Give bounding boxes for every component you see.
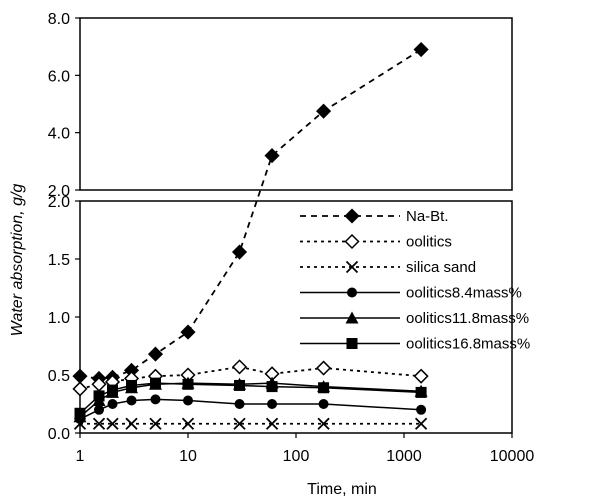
upper-panel-frame <box>79 17 513 191</box>
data-point <box>92 417 106 430</box>
data-point <box>72 368 88 384</box>
x-axis-title: Time, min <box>307 481 377 498</box>
data-point <box>234 399 245 409</box>
x-marker-stroke <box>317 417 330 430</box>
data-point <box>231 359 248 375</box>
y-tick-label: 8.0 <box>48 11 70 28</box>
legend-label: oolitics8.4mass% <box>406 285 522 302</box>
data-point <box>416 404 427 415</box>
y-tick-label: 6.0 <box>48 68 70 85</box>
data-point <box>316 103 332 119</box>
data-point <box>233 417 246 430</box>
data-point <box>107 384 119 396</box>
series-line <box>79 382 422 414</box>
y-tick-label: 2.0 <box>48 183 70 200</box>
series-line <box>79 365 422 390</box>
data-point <box>106 417 119 430</box>
axis-ticks: 8.0 6.0 4.0 2.02.0 1.5 1.0 0.5 0.0 1 10 100 1000 100… <box>48 11 535 465</box>
y-tick-label: 1.0 <box>48 310 70 327</box>
series-line <box>79 398 422 420</box>
data-point <box>317 417 330 430</box>
data-point <box>126 395 137 406</box>
data-point <box>318 382 330 394</box>
x-tick-label: 100 <box>283 448 310 465</box>
data-point <box>413 41 429 58</box>
legend: Na-Bt. oolitics silica sand oolitics8.4mass… <box>300 208 530 353</box>
data-point <box>267 399 278 409</box>
legend-marker <box>347 287 357 298</box>
data-point <box>265 417 279 430</box>
data-point <box>182 378 194 390</box>
data-point <box>125 417 138 430</box>
data-point <box>180 324 196 340</box>
x-marker-stroke <box>265 417 279 430</box>
legend-marker <box>346 338 358 349</box>
x-marker-stroke <box>125 417 138 430</box>
series-oolitics8-4mass- <box>75 394 427 425</box>
data-point <box>413 368 429 384</box>
data-point <box>183 395 193 406</box>
series-na-bt- <box>72 41 429 387</box>
data-point <box>318 399 329 409</box>
x-marker-stroke <box>92 417 106 430</box>
data-point <box>231 244 248 260</box>
legend-label: oolitics <box>406 234 452 251</box>
data-point <box>316 360 332 376</box>
data-point <box>74 407 86 419</box>
data-point <box>93 390 105 402</box>
data-point <box>414 417 428 430</box>
data-point <box>147 346 164 362</box>
data-point <box>264 148 280 164</box>
data-point <box>150 394 161 405</box>
x-tick-label: 1000 <box>386 448 422 465</box>
y-axis-title: Water absorption, g/g <box>9 184 26 337</box>
data-point <box>181 417 195 430</box>
data-point <box>72 381 88 397</box>
x-marker-stroke <box>414 417 428 430</box>
x-marker-stroke <box>181 417 195 430</box>
legend-label: silica sand <box>406 259 476 276</box>
legend-marker <box>344 208 360 224</box>
series-layer <box>72 41 429 430</box>
x-marker-stroke <box>149 417 162 430</box>
data-point <box>126 379 138 391</box>
x-marker-stroke <box>345 260 359 274</box>
y-tick-label: 1.5 <box>48 252 70 269</box>
data-point <box>415 386 427 398</box>
series-oolitics16-8mass- <box>74 377 427 419</box>
data-point <box>107 399 118 409</box>
data-point <box>94 404 105 415</box>
x-marker-stroke <box>233 417 246 430</box>
legend-marker <box>345 260 359 274</box>
legend-marker <box>344 233 360 250</box>
x-marker-stroke <box>106 417 119 430</box>
y-tick-label: 0.5 <box>48 368 70 385</box>
x-tick-label: 1 <box>76 448 85 465</box>
legend-marker <box>345 311 359 324</box>
data-point <box>149 377 161 389</box>
x-tick-label: 10000 <box>490 448 535 465</box>
y-tick-label: 0.0 <box>48 426 70 443</box>
y-tick-label: 4.0 <box>48 126 70 143</box>
series-line <box>79 48 422 380</box>
legend-label: oolitics11.8mass% <box>406 310 529 327</box>
legend-label: oolitics16.8mass% <box>406 336 530 353</box>
series-silica-sand <box>73 417 428 430</box>
y-tick-label: 2.0 <box>48 194 70 211</box>
legend-label: Na-Bt. <box>406 208 449 225</box>
data-point <box>266 381 278 393</box>
data-point <box>149 417 162 430</box>
data-point <box>234 379 246 391</box>
x-tick-label: 10 <box>179 448 197 465</box>
